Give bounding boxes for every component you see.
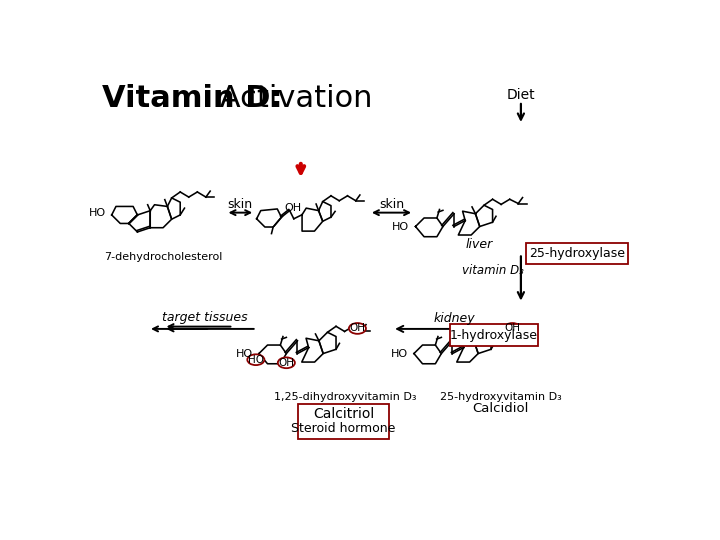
Text: liver: liver: [466, 238, 493, 251]
Text: skin: skin: [379, 198, 405, 212]
Ellipse shape: [349, 323, 366, 334]
Text: skin: skin: [228, 198, 253, 212]
Ellipse shape: [504, 323, 521, 334]
Text: HO: HO: [89, 208, 106, 218]
Text: 7-dehydrocholesterol: 7-dehydrocholesterol: [104, 252, 222, 262]
Text: OH: OH: [349, 323, 366, 333]
Text: Diet: Diet: [507, 88, 535, 102]
Ellipse shape: [278, 357, 295, 368]
Text: Calcidiol: Calcidiol: [472, 402, 529, 415]
Text: 25-hydroxylase: 25-hydroxylase: [528, 247, 625, 260]
FancyBboxPatch shape: [449, 325, 538, 346]
Text: 1,25-dihydroxyvitamin D₃: 1,25-dihydroxyvitamin D₃: [274, 393, 417, 402]
Text: 1-hydroxylase: 1-hydroxylase: [450, 328, 538, 342]
Text: target tissues: target tissues: [162, 311, 248, 324]
Text: OH: OH: [284, 202, 302, 213]
Text: HO: HO: [391, 348, 408, 359]
Text: kidney: kidney: [433, 313, 475, 326]
Text: OH: OH: [505, 323, 521, 333]
Text: Activation: Activation: [210, 84, 373, 113]
Text: HO: HO: [248, 355, 264, 365]
Text: 25-hydroxyvitamin D₃: 25-hydroxyvitamin D₃: [440, 393, 562, 402]
Text: Calcitriol: Calcitriol: [312, 407, 374, 421]
Text: vitamin D₃: vitamin D₃: [462, 264, 524, 277]
FancyBboxPatch shape: [526, 242, 628, 264]
Ellipse shape: [248, 354, 264, 365]
Text: Vitamin D:: Vitamin D:: [102, 84, 282, 113]
Text: HO: HO: [392, 221, 409, 232]
Text: Steroid hormone: Steroid hormone: [291, 422, 395, 435]
Text: HO: HO: [235, 348, 253, 359]
Text: OH: OH: [279, 358, 294, 368]
FancyBboxPatch shape: [299, 403, 389, 439]
